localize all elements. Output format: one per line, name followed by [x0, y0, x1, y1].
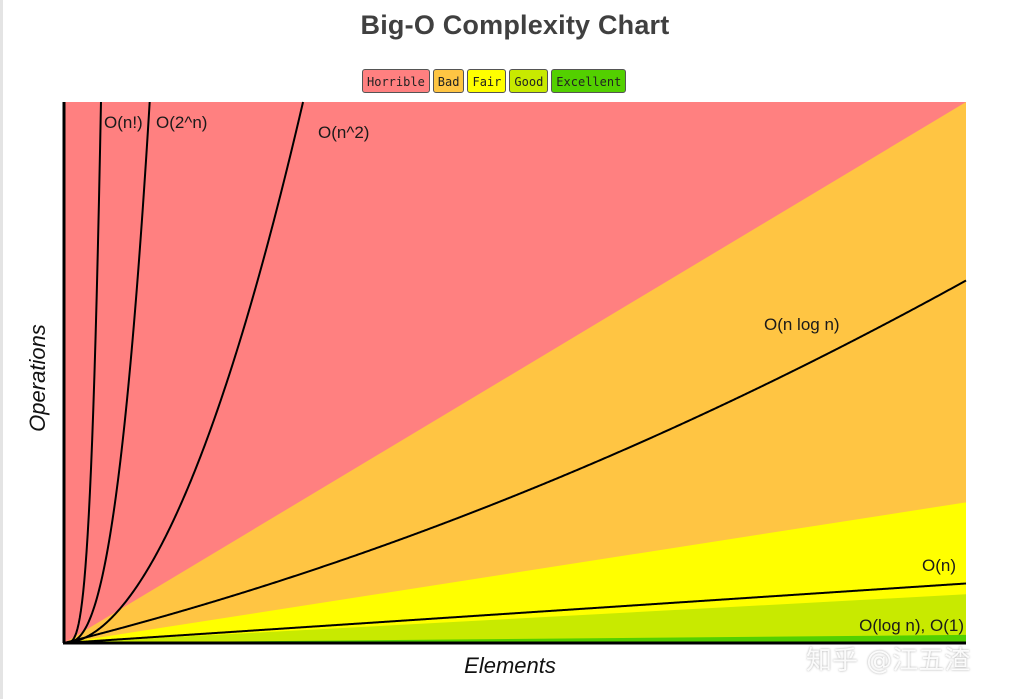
- legend: Horrible Bad Fair Good Excellent: [362, 69, 627, 95]
- legend-item-good: Good: [509, 69, 549, 93]
- region-good: [64, 594, 966, 643]
- curve-linear: [63, 582, 967, 644]
- legend-item-horrible: Horrible: [362, 69, 430, 93]
- watermark-text: 知乎 @江五渣: [806, 646, 971, 676]
- curve-exponential: [63, 101, 151, 644]
- curve-nlogn: [63, 279, 967, 644]
- chart-title: Big-O Complexity Chart: [360, 10, 670, 40]
- curve-label-nlogn: O(n log n): [764, 315, 840, 334]
- curve-label-quadratic: O(n^2): [318, 123, 369, 142]
- region-bad: [64, 102, 966, 643]
- legend-item-bad: Bad: [432, 69, 465, 93]
- left-border: [0, 0, 3, 699]
- y-axis-label: Operations: [25, 324, 50, 432]
- curve-quadratic: [63, 101, 305, 644]
- curve-label-factorial: O(n!): [104, 113, 143, 132]
- legend-item-fair: Fair: [467, 69, 507, 93]
- region-excellent: [64, 634, 966, 643]
- legend-item-excellent: Excellent: [551, 69, 627, 93]
- curve-label-linear: O(n): [922, 556, 956, 575]
- axes-layer: [62, 102, 966, 645]
- curve-label-constant: O(log n), O(1): [859, 616, 964, 635]
- curve-label-exponential: O(2^n): [156, 113, 207, 132]
- x-axis-label: Elements: [464, 653, 556, 678]
- labels-layer: O(n!) O(2^n) O(n^2) O(n log n) O(n) O(log n),…: [104, 113, 964, 635]
- regions-layer: [64, 102, 966, 643]
